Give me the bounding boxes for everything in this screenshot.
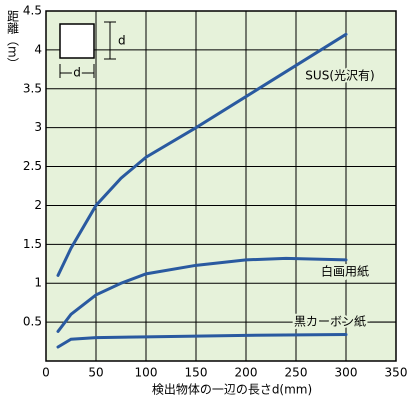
y-tick-label: 3.5: [23, 81, 42, 95]
x-tick-label: 0: [42, 366, 50, 380]
x-tick-label: 200: [235, 366, 258, 380]
x-tick-label: 100: [135, 366, 158, 380]
y-tick-label: 3: [34, 120, 42, 134]
plot-border: [45, 10, 397, 362]
y-tick-label: 2.5: [23, 159, 42, 173]
series-label: SUS(光沢有): [305, 69, 374, 83]
plot-area: [46, 11, 396, 361]
inset-square: [59, 23, 95, 59]
y-tick-label: 4: [34, 42, 42, 56]
x-axis-label: 検出物体の一辺の長さd(mm): [152, 383, 312, 397]
y-tick-label: 1: [34, 276, 42, 290]
series-label: 黒カーボン紙: [294, 314, 366, 329]
y-tick-label: 4.5: [23, 4, 42, 18]
x-tick-label: 350: [385, 366, 408, 380]
x-tick-label: 250: [285, 366, 308, 380]
x-tick-label: 50: [88, 366, 103, 380]
series-label: 白画用紙: [321, 264, 369, 279]
series-line: [56, 333, 348, 349]
inset-width-label: d: [73, 66, 81, 80]
y-tick-label: 0.5: [23, 315, 42, 329]
inset-diagram: d d: [59, 21, 126, 82]
x-tick-label: 150: [185, 366, 208, 380]
series-line: [56, 256, 348, 333]
x-tick-label: 300: [335, 366, 358, 380]
inset-height-label: d: [118, 34, 126, 48]
y-axis-label: 距離（m）: [6, 10, 20, 70]
y-tick-label: 1.5: [23, 237, 42, 251]
y-tick-label: 2: [34, 198, 42, 212]
series-line: [56, 32, 348, 277]
